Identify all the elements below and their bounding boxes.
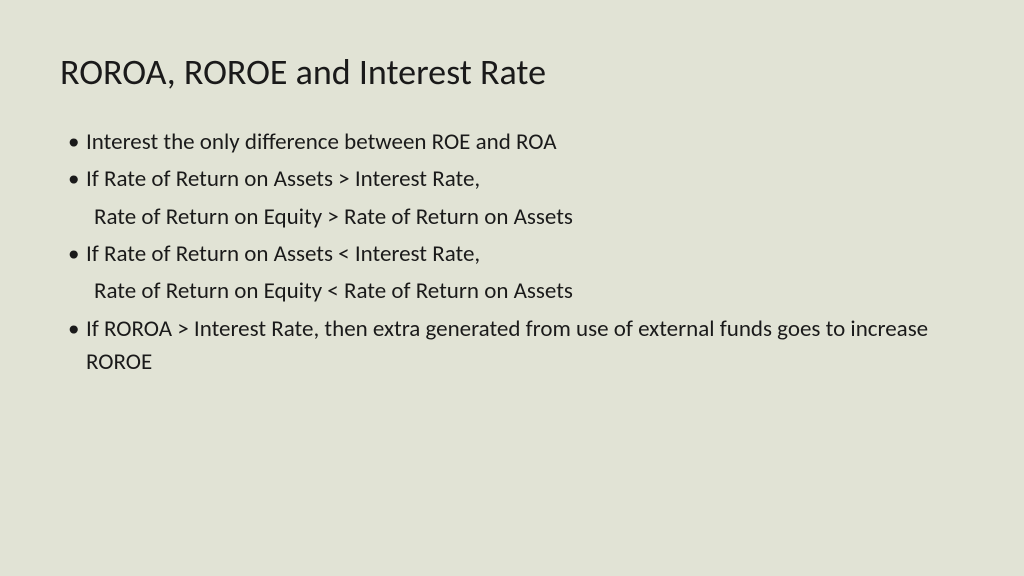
list-subline: Rate of Return on Equity < Rate of Retur… [68, 275, 964, 308]
list-subline: Rate of Return on Equity > Rate of Retur… [68, 201, 964, 234]
list-item: If Rate of Return on Assets > Interest R… [68, 163, 964, 196]
bullet-list: Interest the only difference between ROE… [60, 126, 964, 379]
slide-title: ROROA, ROROE and Interest Rate [60, 50, 964, 94]
list-item: If Rate of Return on Assets < Interest R… [68, 238, 964, 271]
list-item: Interest the only difference between ROE… [68, 126, 964, 159]
list-item: If ROROA > Interest Rate, then extra gen… [68, 313, 964, 380]
